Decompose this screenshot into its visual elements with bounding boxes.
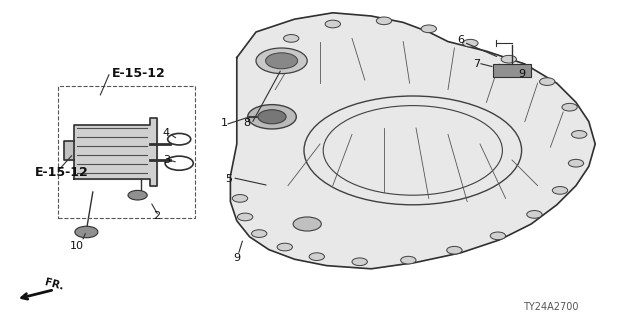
Text: 4: 4 xyxy=(163,128,170,138)
Circle shape xyxy=(490,232,506,240)
Polygon shape xyxy=(74,118,157,186)
Bar xyxy=(493,64,531,77)
Circle shape xyxy=(128,190,147,200)
Circle shape xyxy=(237,213,253,221)
Circle shape xyxy=(552,187,568,194)
Circle shape xyxy=(421,25,436,33)
Circle shape xyxy=(309,253,324,260)
Circle shape xyxy=(232,195,248,202)
Bar xyxy=(58,86,195,218)
Circle shape xyxy=(266,53,298,69)
Circle shape xyxy=(248,105,296,129)
Text: 9: 9 xyxy=(518,68,525,79)
Circle shape xyxy=(540,78,555,85)
Text: 10: 10 xyxy=(70,241,84,252)
Circle shape xyxy=(277,243,292,251)
Circle shape xyxy=(562,103,577,111)
Circle shape xyxy=(293,217,321,231)
Polygon shape xyxy=(64,141,74,179)
Circle shape xyxy=(256,48,307,74)
Circle shape xyxy=(258,110,286,124)
Circle shape xyxy=(568,159,584,167)
Text: E-15-12: E-15-12 xyxy=(35,166,89,179)
Circle shape xyxy=(501,55,516,63)
Text: E-15-12: E-15-12 xyxy=(112,67,166,80)
Text: FR.: FR. xyxy=(44,277,65,292)
Text: 6: 6 xyxy=(458,35,464,45)
Text: 3: 3 xyxy=(163,155,170,165)
Circle shape xyxy=(376,17,392,25)
Circle shape xyxy=(463,39,478,47)
Text: 9: 9 xyxy=(233,252,241,263)
Circle shape xyxy=(252,230,267,237)
Text: 5: 5 xyxy=(226,174,232,184)
Circle shape xyxy=(75,226,98,238)
Circle shape xyxy=(447,246,462,254)
Circle shape xyxy=(352,258,367,266)
Circle shape xyxy=(401,256,416,264)
Text: TY24A2700: TY24A2700 xyxy=(523,302,578,312)
Text: 8: 8 xyxy=(243,118,250,128)
Circle shape xyxy=(284,35,299,42)
Circle shape xyxy=(572,131,587,138)
Text: 7: 7 xyxy=(473,59,481,69)
Circle shape xyxy=(527,211,542,218)
Circle shape xyxy=(325,20,340,28)
Text: 1: 1 xyxy=(221,118,227,128)
Polygon shape xyxy=(230,13,595,269)
Text: 2: 2 xyxy=(153,211,161,221)
